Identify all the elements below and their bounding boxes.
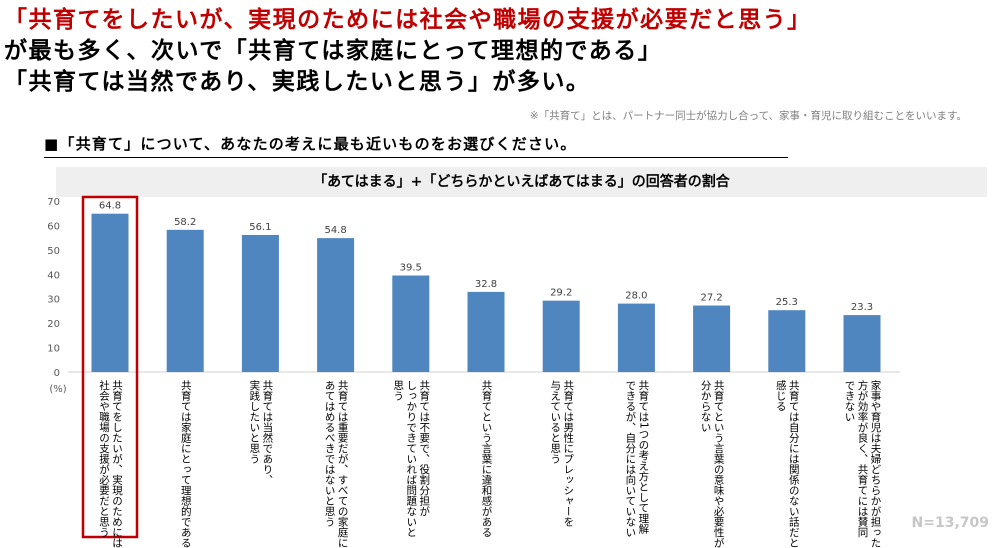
category-label: 共育ては家庭にとって理想的である — [179, 380, 192, 548]
y-tick-label: 50 — [47, 246, 60, 257]
bar — [617, 303, 655, 372]
y-tick-label: 30 — [47, 295, 60, 306]
bar-value-label: 32.8 — [475, 279, 497, 290]
y-tick-label: 20 — [47, 319, 60, 330]
bar-value-label: 23.3 — [851, 302, 873, 313]
bar — [241, 234, 279, 372]
sample-size-label: N=13,709 — [911, 515, 989, 531]
category-label: 共育ては男性にプレッシャーを 与えていると思う — [549, 380, 575, 527]
category-label: 共育ては当然であり、 実践したいと思う — [248, 380, 274, 485]
category-label: 共育てという言葉に違和感がある — [480, 380, 493, 538]
y-tick-label: 10 — [47, 344, 60, 355]
chart-title-panel — [56, 167, 987, 197]
definition-note: ※「共育て」とは、パートナー同士が協力し合って、家事・育児に取り組むことをいいま… — [529, 110, 967, 122]
bar — [392, 275, 430, 372]
y-tick-label: 60 — [47, 221, 60, 232]
category-label: 共育ては1つの考え方として理解 できるが、自分には向いていない — [624, 380, 650, 538]
y-unit-label: (%) — [49, 384, 66, 395]
survey-question: ■「共育て」について、あなたの考えに最も近いものをお選びください。 — [44, 135, 577, 153]
bar — [166, 229, 204, 372]
category-label: 共育ては自分には関係のない話だと 感じる — [774, 380, 800, 548]
headline-line-3: 「共育ては当然であり、実践したいと思う」が多い。 — [4, 69, 591, 95]
bar — [467, 291, 505, 372]
category-label: 共育ては不要で、役割分担が しっかりできていれば問題ないと 思う — [392, 380, 431, 538]
headline-line-2: が最も多く、次いで「共育ては家庭にとって理想的である」 — [4, 38, 663, 64]
bar — [542, 300, 580, 372]
bar-value-label: 58.2 — [174, 217, 196, 228]
chart-title: 「あてはまる」+「どちらかといえばあてはまる」の回答者の割合 — [313, 174, 730, 190]
category-label: 共育ては重要だが、すべての家庭に あてはめるべきではないと思う — [323, 380, 349, 548]
question-underline — [44, 157, 788, 158]
y-tick-label: 40 — [47, 270, 60, 281]
highlight-box — [81, 195, 139, 539]
bar-value-label: 25.3 — [776, 297, 798, 308]
headline-line-1: 「共育てをしたいが、実現のためには社会や職場の支援が必要だと思う」 — [4, 7, 812, 33]
bar — [91, 213, 129, 372]
bar-value-label: 28.0 — [625, 291, 647, 302]
bar-value-label: 29.2 — [550, 288, 572, 299]
bar — [317, 238, 355, 372]
category-label: 共育てという言葉の意味や必要性が 分からない — [699, 380, 725, 548]
bar-value-label: 39.5 — [400, 263, 422, 274]
category-label: 共育てをしたいが、実現のためには 社会や職場の支援が必要だと思う — [98, 380, 123, 548]
y-tick-label: 0 — [54, 368, 60, 379]
category-label: 家事や育児は夫婦どちらかが担った 方が効率が良く、共育てには賛同 できない — [843, 380, 882, 548]
bar-value-label: 54.8 — [324, 225, 346, 236]
bar-value-label: 56.1 — [249, 222, 271, 233]
bar — [768, 310, 806, 372]
bar — [693, 305, 731, 372]
bar-value-label: 27.2 — [700, 293, 722, 304]
bar-value-label: 64.8 — [99, 201, 121, 212]
bar — [843, 315, 881, 372]
y-tick-label: 70 — [47, 197, 60, 208]
